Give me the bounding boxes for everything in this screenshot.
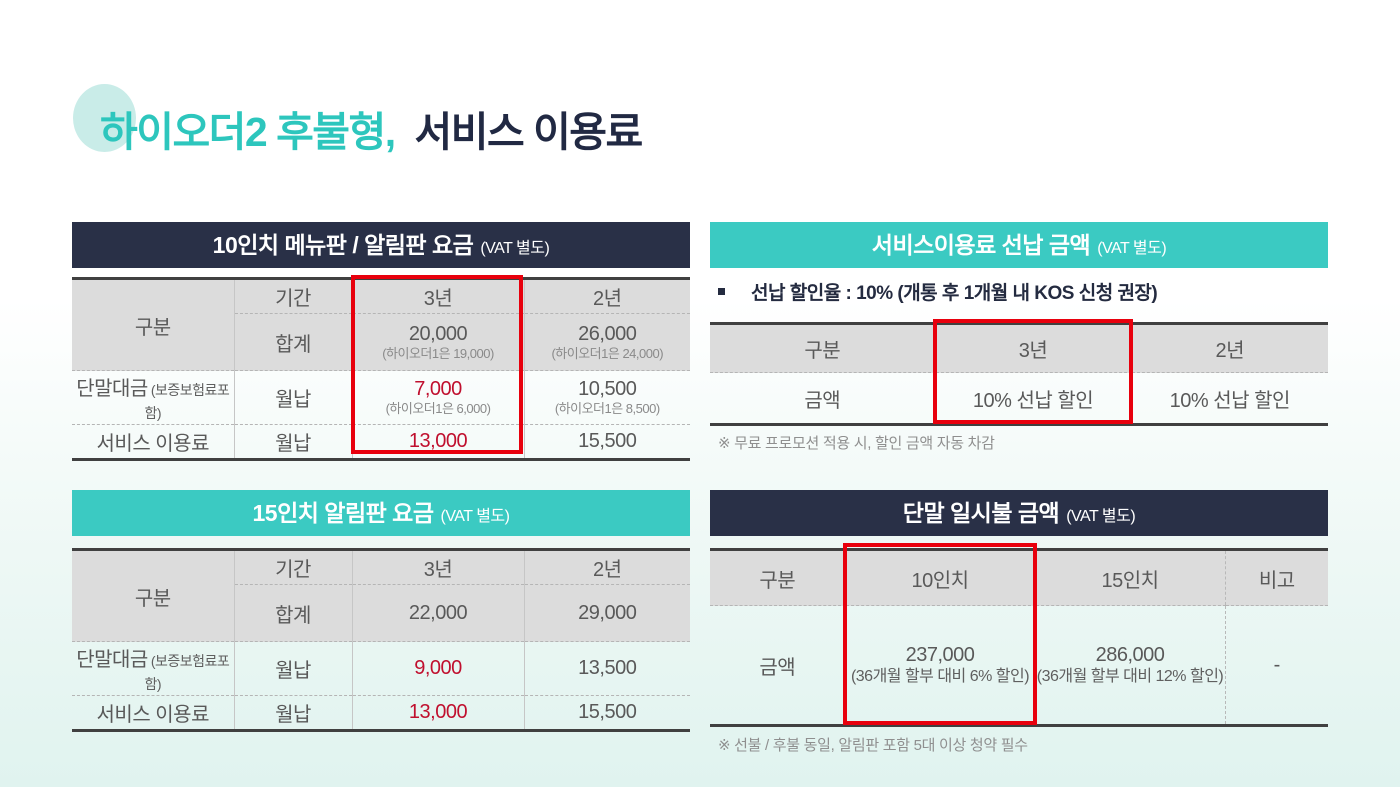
cell-device-2y: 10,500 (하이오더1은 8,500) <box>523 370 690 425</box>
title-accent-circle <box>73 84 136 152</box>
panel-10inch-fee-title: 10인치 메뉴판 / 알림판 요금 <box>212 232 474 258</box>
vat-note: (VAT 별도) <box>1066 508 1136 525</box>
cell-service-pay: 월납 <box>233 424 352 460</box>
panel-prepay-header: 서비스이용료 선납 금액 (VAT 별도) <box>710 222 1328 268</box>
cell-service-3y: 13,000 <box>351 424 524 460</box>
prepay-bullet: 선납 할인율 : 10% (개통 후 1개월 내 KOS 신청 권장) <box>718 278 1158 305</box>
cell-device-label: 단말대금 (보증보험료포함) <box>72 641 234 696</box>
cell-gubun: 구분 <box>72 278 234 371</box>
panel-15inch-fee: 15인치 알림판 요금 (VAT 별도) 구분 기간 3년 2년 합계 22,0… <box>72 490 690 740</box>
prepay-footnote: ※ 무료 프로모션 적용 시, 할인 금액 자동 차감 <box>718 435 995 452</box>
cell-device-2y: 13,500 <box>523 641 690 696</box>
panel-10inch-fee: 10인치 메뉴판 / 알림판 요금 (VAT 별도) 구분 기간 3년 2년 합… <box>72 222 690 462</box>
page-title-accent: 하이오더2 후불형, <box>100 109 396 155</box>
page-title-rest: 서비스 이용료 <box>414 109 644 155</box>
cell-3y: 3년 <box>934 323 1131 373</box>
cell-3y: 3년 <box>351 549 524 585</box>
cell-service-3y: 13,000 <box>351 695 524 731</box>
vat-note: (VAT 별도) <box>1097 240 1167 257</box>
cell-gubun: 구분 <box>710 549 845 606</box>
cell-3y: 3년 <box>351 278 524 314</box>
cell-service-2y: 15,500 <box>523 695 690 731</box>
page-title: 하이오더2 후불형, 서비스 이용료 <box>100 98 644 158</box>
cell-gubun: 구분 <box>72 549 234 642</box>
pricing-table-15inch: 구분 기간 3년 2년 합계 22,000 29,000 단말대금 (보증보험료포… <box>72 548 690 732</box>
cell-amount-10inch: 237,000 (36개월 할부 대비 6% 할인) <box>844 605 1035 726</box>
lumpsum-footnote: ※ 선불 / 후불 동일, 알림판 포함 5대 이상 청약 필수 <box>718 737 1028 754</box>
panel-15inch-fee-title: 15인치 알림판 요금 <box>252 500 434 526</box>
panel-10inch-fee-header: 10인치 메뉴판 / 알림판 요금 (VAT 별도) <box>72 222 690 268</box>
cell-period: 기간 <box>233 549 352 585</box>
cell-service-pay: 월납 <box>233 695 352 731</box>
cell-gubun: 구분 <box>710 323 935 373</box>
prepay-table: 구분 3년 2년 금액 10% 선납 할인 10% 선납 할인 <box>710 322 1328 426</box>
cell-total-2y: 29,000 <box>523 584 690 642</box>
cell-device-pay: 월납 <box>233 641 352 696</box>
panel-lumpsum-header: 단말 일시불 금액 (VAT 별도) <box>710 490 1328 536</box>
cell-amount-note: - <box>1224 605 1328 726</box>
cell-15inch: 15인치 <box>1034 549 1225 606</box>
cell-amount-15inch: 286,000 (36개월 할부 대비 12% 할인) <box>1034 605 1225 726</box>
cell-service-2y: 15,500 <box>523 424 690 460</box>
cell-device-pay: 월납 <box>233 370 352 425</box>
vat-note: (VAT 별도) <box>480 240 550 257</box>
cell-amount-label: 금액 <box>759 656 796 679</box>
panel-lumpsum-title: 단말 일시불 금액 <box>902 500 1060 526</box>
cell-service-label: 서비스 이용료 <box>96 433 210 455</box>
panel-15inch-fee-header: 15인치 알림판 요금 (VAT 별도) <box>72 490 690 536</box>
panel-prepay-title: 서비스이용료 선납 금액 <box>871 232 1091 258</box>
pricing-table-10inch: 구분 기간 3년 2년 합계 20,000 (하이오더1은 19,000) 26… <box>72 277 690 461</box>
cell-total-label: 합계 <box>233 584 352 642</box>
bullet-square-icon <box>718 288 725 295</box>
cell-total-2y: 26,000 (하이오더1은 24,000) <box>523 313 690 371</box>
cell-note: 비고 <box>1224 549 1328 606</box>
lumpsum-table: 구분 10인치 15인치 비고 금액 237,000 (36개월 할부 대비 6… <box>710 548 1328 727</box>
vat-note: (VAT 별도) <box>440 508 510 525</box>
cell-total-label: 합계 <box>233 313 352 371</box>
cell-total-3y: 20,000 (하이오더1은 19,000) <box>351 313 524 371</box>
cell-device-label: 단말대금 (보증보험료포함) <box>72 370 234 425</box>
cell-total-3y: 22,000 <box>351 584 524 642</box>
panel-lumpsum: 단말 일시불 금액 (VAT 별도) 구분 10인치 15인치 비고 금액 23… <box>710 490 1328 765</box>
cell-amount-2y: 10% 선납 할인 <box>1130 372 1328 425</box>
cell-device-3y: 9,000 <box>351 641 524 696</box>
cell-2y: 2년 <box>523 549 690 585</box>
cell-2y: 2년 <box>1130 323 1328 373</box>
cell-amount-label: 금액 <box>804 389 841 412</box>
cell-10inch: 10인치 <box>844 549 1035 606</box>
panel-prepay: 서비스이용료 선납 금액 (VAT 별도) 선납 할인율 : 10% (개통 후… <box>710 222 1328 462</box>
cell-service-label: 서비스 이용료 <box>96 704 210 726</box>
cell-device-3y: 7,000 (하이오더1은 6,000) <box>351 370 524 425</box>
cell-amount-3y: 10% 선납 할인 <box>934 372 1131 425</box>
cell-period: 기간 <box>233 278 352 314</box>
cell-2y: 2년 <box>523 278 690 314</box>
